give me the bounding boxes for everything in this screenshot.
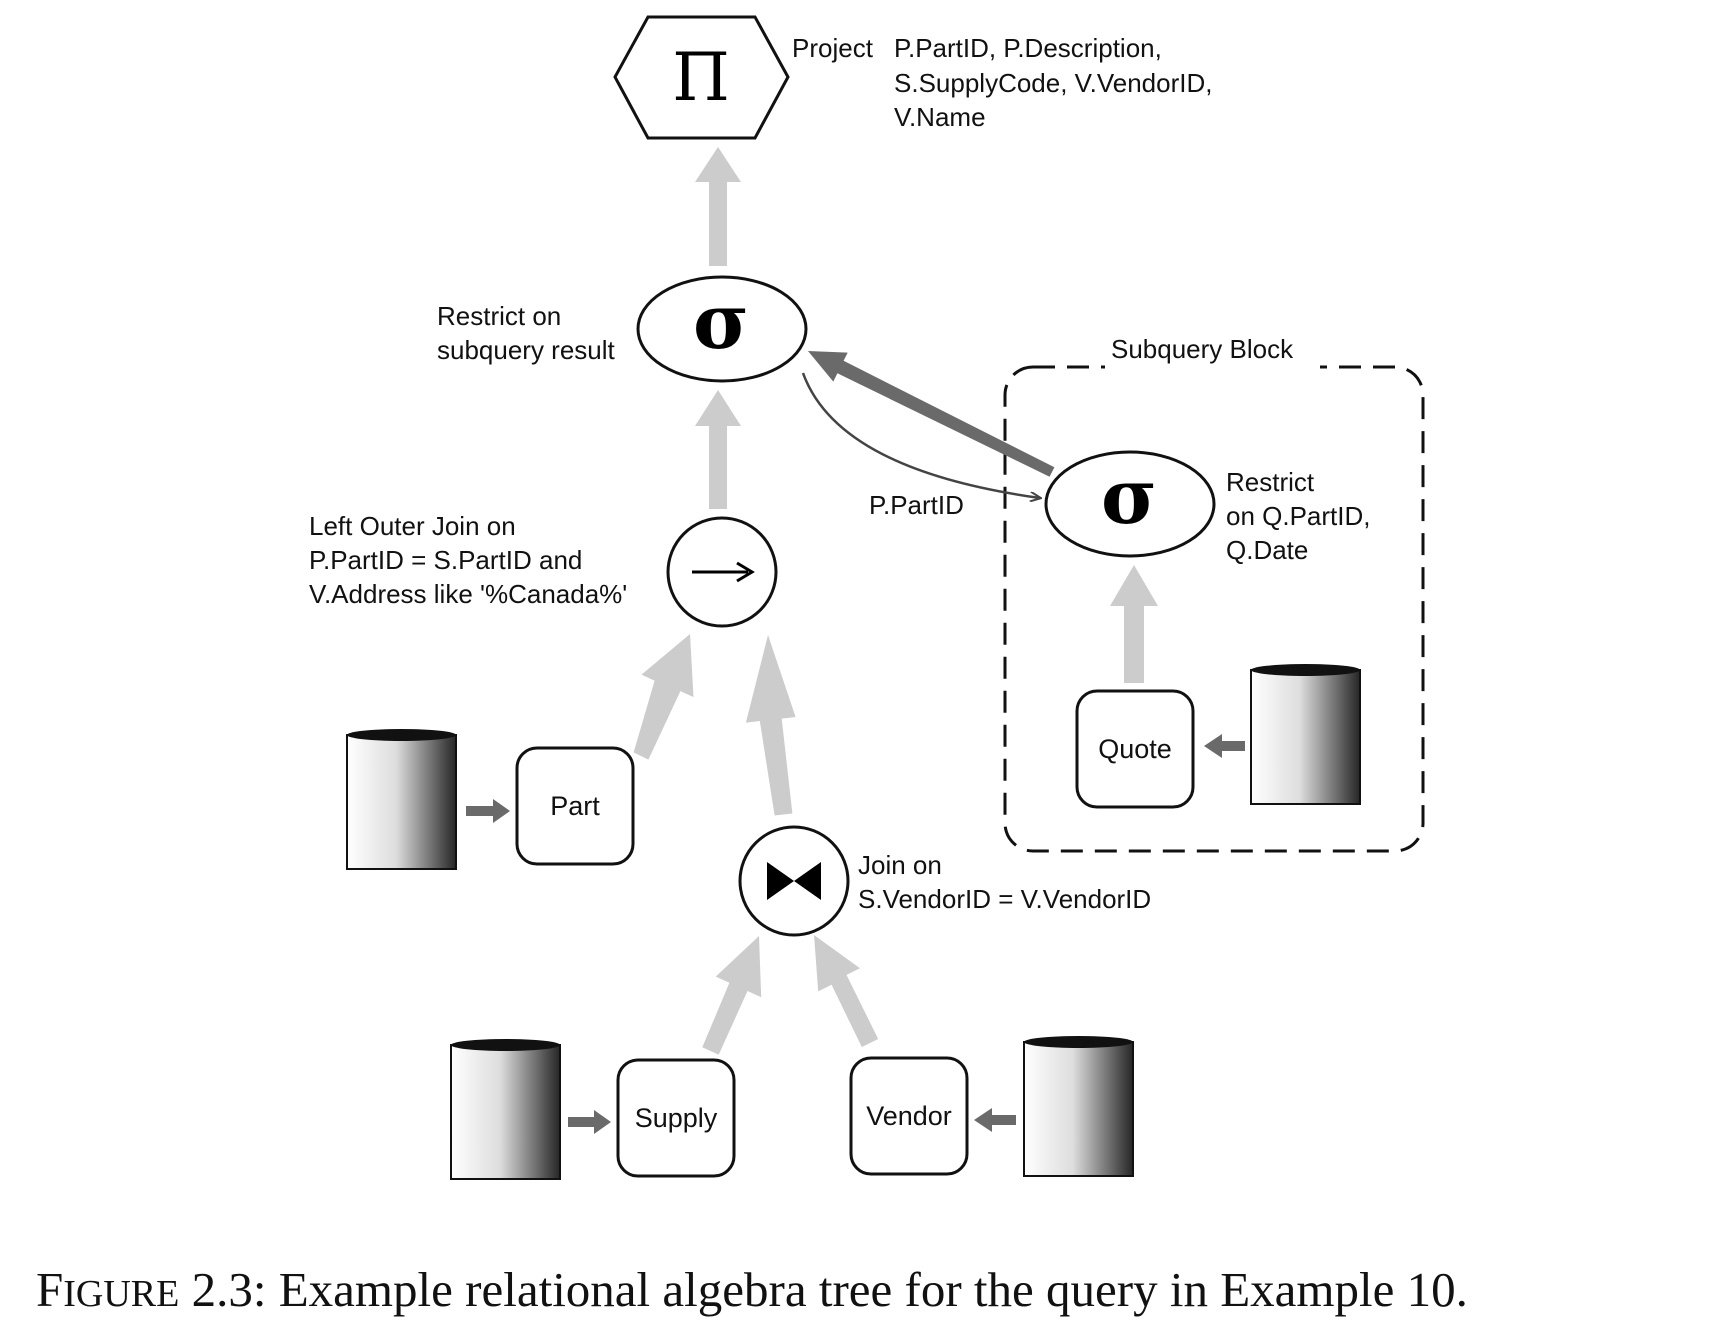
table-vendor-label: Vendor (866, 1101, 952, 1131)
restrict-sub-label-line-1: Restrict (1226, 467, 1315, 497)
table-vendor-box (849, 1056, 969, 1176)
arrow-cyl-to-vendor (974, 1108, 1016, 1132)
subquery-block-label: Subquery Block (1111, 334, 1294, 364)
caption-number: 2.3: (192, 1262, 267, 1317)
figure-caption: FIGURE 2.3: Example relational algebra t… (36, 1262, 1468, 1317)
source-arrows (466, 351, 1245, 1134)
table-supply-label: Supply (635, 1103, 718, 1133)
restrict-sub-ellipse (1044, 450, 1216, 558)
caption-text: Example relational algebra tree for the … (279, 1262, 1468, 1317)
arrow-cyl-to-supply (568, 1110, 611, 1134)
pi-symbol: Π (672, 39, 730, 116)
arrow-quote-to-restrict-sub (1110, 565, 1158, 683)
join-label-line-1: Join on (858, 850, 942, 880)
restrict-top-label-line-2: subquery result (437, 335, 616, 365)
arrow-cyl-to-quote (1204, 734, 1245, 758)
restrict-sub-node: σ Restrict on Q.PartID, Q.Date (1044, 450, 1371, 565)
table-part-label: Part (550, 791, 600, 821)
correlation-curve (801, 372, 1040, 498)
arrow-restrict-to-project (695, 147, 741, 266)
join-node: Join on S.VendorID = V.VendorID (738, 825, 1151, 937)
join-label-line-2: S.VendorID = V.VendorID (858, 884, 1151, 914)
arrow-loj-to-restrict (695, 390, 741, 509)
project-hexagon (613, 15, 790, 140)
arrow-part-to-loj (633, 634, 694, 760)
restrict-sub-label-line-3: Q.Date (1226, 535, 1308, 565)
arrow-vendor-to-join (814, 935, 879, 1047)
table-quote-box (1075, 689, 1195, 809)
correlation-label: P.PartID (869, 490, 964, 520)
table-supply-box (616, 1058, 736, 1178)
subquery-block-label-backdrop (1105, 333, 1320, 371)
caption-figure-rest: IGURE (63, 1273, 179, 1315)
sigma-symbol-sub: σ (1101, 452, 1157, 541)
project-attr-line-3: V.Name (894, 102, 986, 132)
loj-label-line-1: Left Outer Join on (309, 511, 516, 541)
restrict-sub-label-line-2: on Q.PartID, (1226, 501, 1371, 531)
table-part-box (515, 746, 635, 866)
project-attr-line-2: S.SupplyCode, V.VendorID, (894, 68, 1212, 98)
loj-label-line-2: P.PartID = S.PartID and (309, 545, 582, 575)
arrow-cyl-to-part (466, 799, 510, 823)
arrow-subquery-to-restrict (808, 351, 1055, 477)
subquery-block: Subquery Block (1003, 333, 1425, 853)
table-part: Part (515, 746, 635, 866)
table-vendor: Vendor (849, 1056, 969, 1176)
project-node: Π Project P.PartID, P.Description, S.Sup… (613, 15, 1212, 140)
database-cylinder-supply (450, 1039, 561, 1180)
arrow-join-to-loj (745, 635, 796, 816)
database-cylinder-part (346, 729, 457, 870)
table-quote-label: Quote (1098, 734, 1172, 764)
restrict-top-label-line-1: Restrict on (437, 301, 561, 331)
database-cylinder-quote (1250, 664, 1361, 805)
table-supply: Supply (616, 1058, 736, 1178)
caption-figure-first: F (36, 1262, 63, 1317)
bowtie-icon (767, 862, 821, 900)
restrict-top-ellipse (636, 275, 808, 383)
arrow-supply-to-join (702, 936, 762, 1055)
project-attr-line-1: P.PartID, P.Description, (894, 33, 1162, 63)
project-label: Project (792, 33, 874, 63)
flow-arrows (633, 147, 1158, 1055)
left-outer-join-node: Left Outer Join on P.PartID = S.PartID a… (309, 511, 778, 628)
loj-label-line-3: V.Address like '%Canada%' (309, 579, 627, 609)
restrict-top-node: σ Restrict on subquery result (437, 275, 808, 383)
database-cylinder-vendor (1023, 1036, 1134, 1177)
sigma-symbol-top: σ (693, 277, 749, 366)
right-arrow-icon (692, 561, 755, 583)
table-quote: Quote (1075, 689, 1195, 809)
